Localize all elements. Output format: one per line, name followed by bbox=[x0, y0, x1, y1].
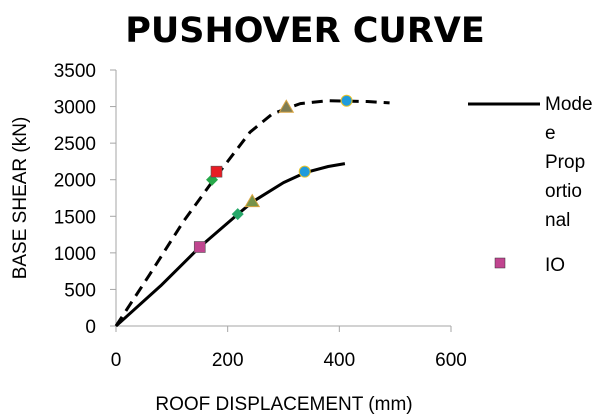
y-axis-ticks: 0 500 1000 1500 2000 2500 3000 3500 bbox=[54, 61, 116, 338]
marker-square bbox=[210, 165, 223, 178]
y-tick-label: 2000 bbox=[54, 171, 96, 192]
marker-square bbox=[193, 241, 206, 253]
legend-series-label-line: Mode bbox=[545, 94, 593, 115]
marker-triangle bbox=[278, 99, 295, 113]
marker-circle bbox=[298, 165, 311, 178]
x-axis-ticks: 0 200 400 600 bbox=[111, 326, 467, 371]
marker-diamond bbox=[231, 208, 244, 221]
legend-series-label: Mode e Prop ortio nal bbox=[545, 94, 593, 231]
y-axis-title: BASE SHEAR (kN) bbox=[10, 117, 31, 280]
series-line-dashed bbox=[114, 99, 390, 327]
legend-series-label-line: nal bbox=[545, 210, 570, 231]
chart-title: PUSHOVER CURVE bbox=[125, 11, 485, 51]
marker-circle bbox=[340, 94, 353, 107]
legend-series-label-line: ortio bbox=[545, 181, 582, 202]
legend-marker-label: IO bbox=[545, 255, 565, 276]
y-tick-label: 2500 bbox=[54, 134, 96, 155]
legend-series-label-line: e bbox=[545, 123, 556, 144]
x-tick-label: 600 bbox=[435, 350, 467, 371]
y-tick-label: 500 bbox=[64, 280, 96, 301]
x-tick-label: 200 bbox=[212, 350, 244, 371]
x-tick-label: 400 bbox=[323, 350, 355, 371]
x-tick-label: 0 bbox=[111, 350, 122, 371]
x-axis-title: ROOF DISPLACEMENT (mm) bbox=[155, 394, 412, 415]
y-tick-label: 3000 bbox=[54, 98, 96, 119]
series-layer bbox=[114, 99, 390, 328]
legend-marker-swatch bbox=[494, 257, 506, 269]
legend-series-label-line: Prop bbox=[545, 152, 585, 173]
series-line-solid bbox=[114, 162, 346, 328]
legend: Mode e Prop ortio nal IO bbox=[468, 94, 593, 276]
y-tick-label: 1500 bbox=[54, 207, 96, 228]
marker-layer bbox=[193, 94, 353, 253]
y-tick-label: 1000 bbox=[54, 244, 96, 265]
marker-triangle bbox=[244, 193, 261, 208]
y-tick-label: 0 bbox=[85, 317, 96, 338]
y-tick-label: 3500 bbox=[54, 61, 96, 82]
